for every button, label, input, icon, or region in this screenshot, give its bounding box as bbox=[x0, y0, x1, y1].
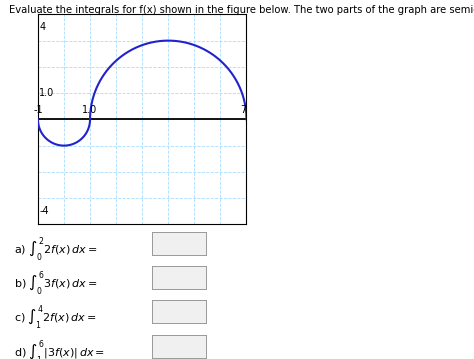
Text: 7: 7 bbox=[240, 106, 246, 116]
Text: -1: -1 bbox=[33, 106, 43, 116]
Text: -4: -4 bbox=[39, 206, 49, 216]
Text: Evaluate the integrals for f(x) shown in the figure below. The two parts of the : Evaluate the integrals for f(x) shown in… bbox=[9, 5, 474, 15]
Text: 1.0: 1.0 bbox=[82, 106, 98, 116]
Text: b) $\int_0^{6} 3f(x)\, dx =$: b) $\int_0^{6} 3f(x)\, dx =$ bbox=[14, 269, 98, 298]
Text: 4: 4 bbox=[39, 22, 46, 32]
Text: 1.0: 1.0 bbox=[39, 88, 55, 98]
Text: a) $\int_0^{2} 2f(x)\, dx =$: a) $\int_0^{2} 2f(x)\, dx =$ bbox=[14, 235, 98, 264]
Text: d) $\int_1^{6} |3f(x)|\, dx =$: d) $\int_1^{6} |3f(x)|\, dx =$ bbox=[14, 338, 105, 359]
Text: c) $\int_1^{4} 2f(x)\, dx =$: c) $\int_1^{4} 2f(x)\, dx =$ bbox=[14, 303, 97, 332]
